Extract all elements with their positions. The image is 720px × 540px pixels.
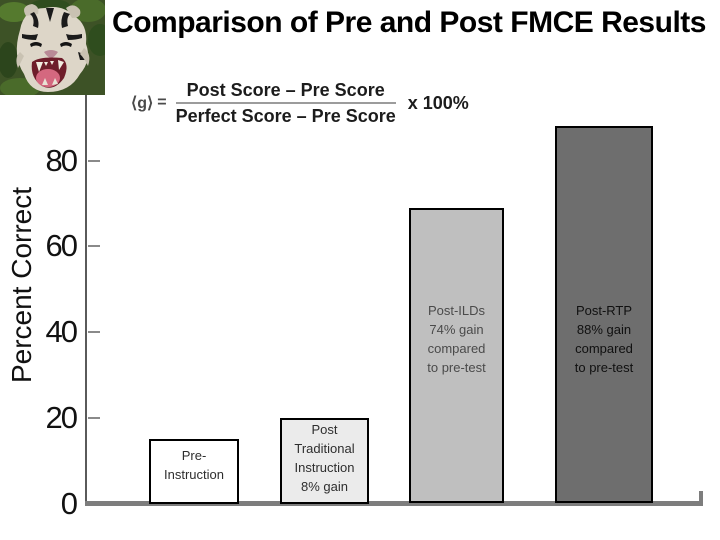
bar-label-line: Instruction bbox=[294, 460, 355, 475]
bar-label-line: Instruction bbox=[164, 467, 224, 482]
bar-label-line: Post-RTP bbox=[575, 303, 633, 318]
bar-label-line: to pre-test bbox=[574, 360, 634, 375]
bar-label-line: to pre-test bbox=[427, 360, 486, 375]
bar-label-pre-instruction: Pre- Instruction bbox=[149, 446, 239, 484]
fraction-bar bbox=[175, 102, 396, 104]
formula-lhs: ⟨g⟩ bbox=[131, 95, 154, 112]
ytick-label-40: 40 bbox=[45, 313, 78, 349]
ytick-label-0: 0 bbox=[60, 485, 78, 521]
formula-multiplier: x 100% bbox=[407, 92, 469, 113]
x-axis-line bbox=[85, 501, 703, 506]
formula-equals: = bbox=[157, 94, 167, 111]
ytick-label-20: 20 bbox=[45, 399, 78, 435]
gain-formula: ⟨g⟩ = Post Score – Pre Score Perfect Sco… bbox=[131, 80, 469, 126]
bar-label-line: Pre- bbox=[181, 448, 207, 463]
bar-label-line: 88% gain bbox=[576, 322, 632, 337]
bar-label-line: Traditional bbox=[294, 441, 355, 456]
tiger-photo-graphic bbox=[0, 0, 112, 98]
bar-post-traditional bbox=[280, 417, 369, 504]
formula-denominator: Perfect Score – Pre Score bbox=[175, 106, 396, 126]
formula-fraction: Post Score – Pre Score Perfect Score – P… bbox=[175, 80, 396, 126]
bar-post-rtp bbox=[555, 126, 653, 504]
bar-label-line: Post bbox=[311, 422, 338, 437]
ytick-mark bbox=[88, 159, 100, 162]
ytick-mark bbox=[88, 245, 100, 248]
bar-label-line: Post-ILDs bbox=[427, 303, 486, 318]
bar-post-ilds bbox=[409, 207, 504, 504]
ytick-mark bbox=[88, 331, 100, 333]
bar-label-line: 74% gain bbox=[429, 322, 484, 337]
bar-label-line: compared bbox=[575, 341, 633, 356]
bar-label-post-ilds: Post-ILDs 74% gain compared to pre-test bbox=[409, 301, 504, 377]
ytick-label-60: 60 bbox=[45, 228, 78, 264]
x-axis-end-tick bbox=[699, 491, 703, 502]
formula-numerator: Post Score – Pre Score bbox=[186, 80, 385, 100]
ytick-label-80: 80 bbox=[45, 142, 78, 178]
slide-title: Comparison of Pre and Post FMCE Results bbox=[112, 6, 706, 39]
bar-label-line: 8% gain bbox=[301, 479, 348, 494]
bar-pre-instruction bbox=[149, 439, 239, 504]
bar-label-line: compared bbox=[427, 341, 486, 356]
bar-label-post-rtp: Post-RTP 88% gain compared to pre-test bbox=[555, 301, 653, 377]
ytick-mark bbox=[88, 416, 100, 419]
y-axis-title: Percent Correct bbox=[6, 186, 37, 384]
tiger-photo bbox=[0, 0, 112, 98]
y-axis-line bbox=[85, 95, 87, 503]
bar-label-post-traditional: Post Traditional Instruction 8% gain bbox=[280, 420, 369, 496]
